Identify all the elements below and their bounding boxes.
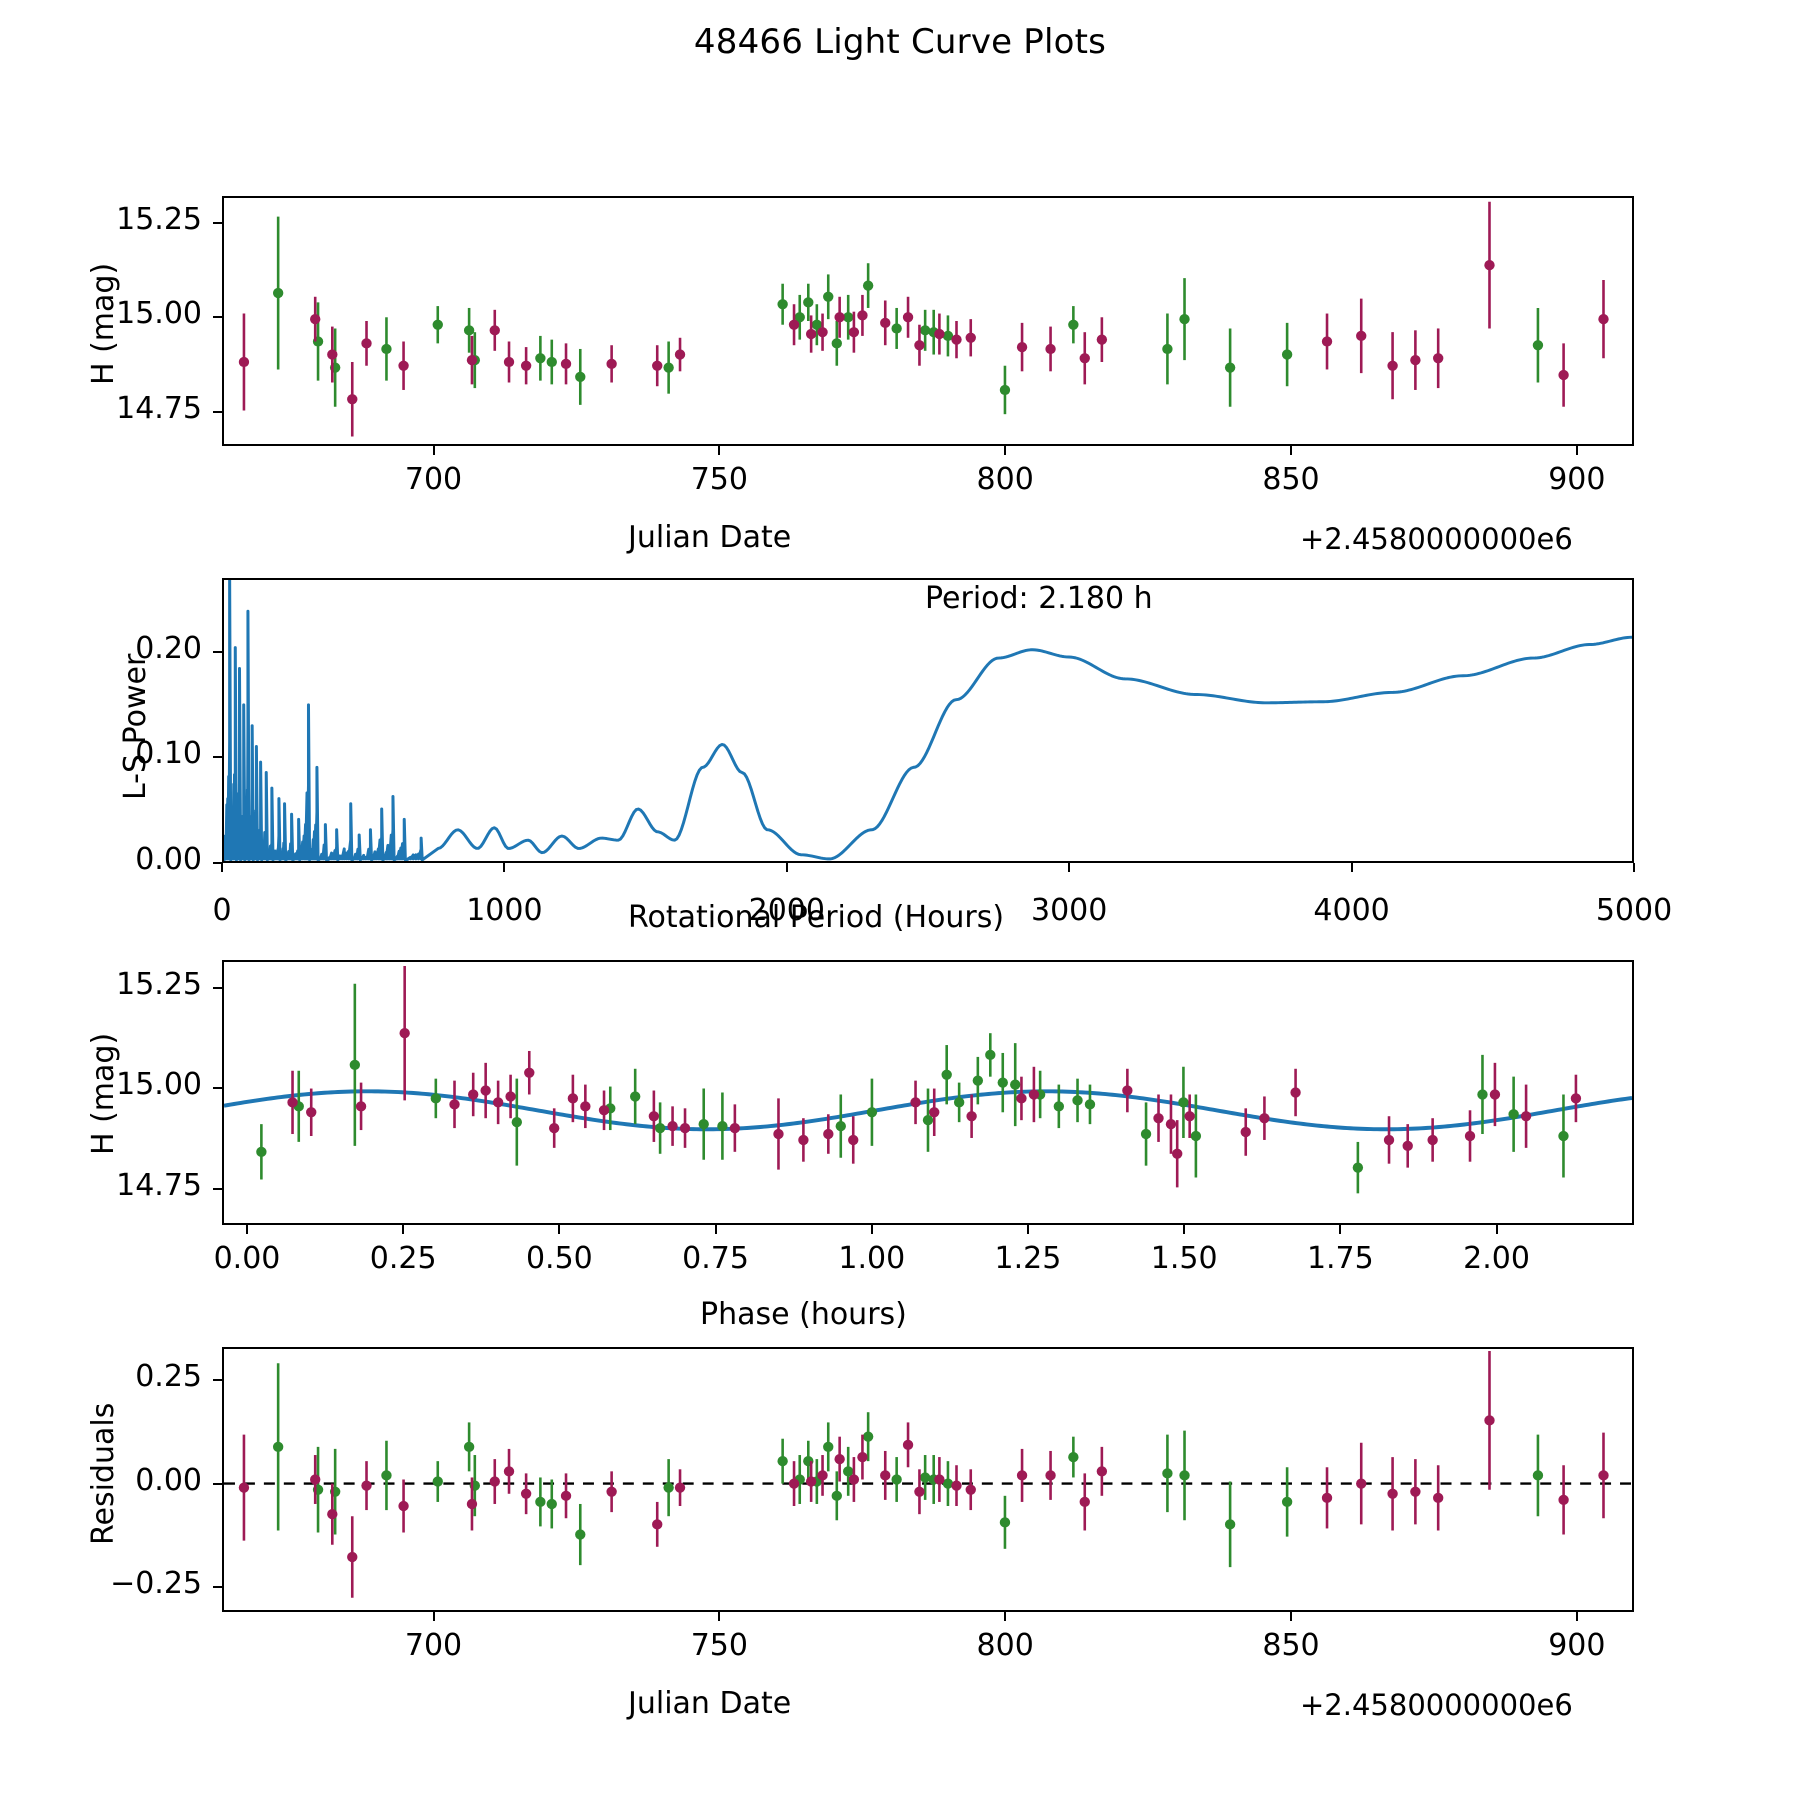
periodogram-ylabel: L-S Power [118, 653, 153, 800]
x-tick-mark [1004, 1612, 1007, 1621]
y-tick-label: 0.00 [135, 842, 202, 877]
y-tick-mark [213, 650, 222, 653]
lightcurve-plot-area [222, 196, 1634, 446]
x-tick-mark [1290, 446, 1292, 455]
x-tick-mark [432, 446, 435, 455]
x-tick-mark [503, 863, 506, 872]
y-tick-label: 15.00 [116, 296, 202, 332]
residuals-x-offset-text: +2.4580000000e6 [1300, 1688, 1573, 1722]
x-tick-mark [1495, 1225, 1498, 1234]
lightcurve-xlabel: Julian Date [628, 520, 792, 555]
x-tick-mark [1004, 446, 1007, 455]
x-tick-label: 2.00 [1463, 1241, 1530, 1276]
x-tick-mark [1068, 863, 1071, 872]
x-tick-mark [558, 1225, 561, 1234]
y-tick-label: 0.10 [135, 736, 202, 772]
x-tick-mark [1026, 1225, 1029, 1234]
x-tick-mark [402, 1225, 405, 1234]
period-annotation: Period: 2.180 h [925, 581, 1153, 616]
phased-data-layer [224, 965, 1632, 1194]
x-tick-mark [1350, 863, 1353, 872]
x-tick-label: 750 [690, 462, 748, 497]
x-tick-label: 800 [976, 1628, 1034, 1663]
x-tick-mark [870, 1225, 873, 1234]
x-tick-mark [221, 863, 223, 872]
x-tick-mark [1339, 1225, 1342, 1234]
x-tick-label: 1000 [466, 893, 543, 928]
periodogram-plot-area [222, 578, 1634, 863]
y-tick-label: 15.00 [116, 1067, 202, 1103]
x-tick-label: 5000 [1595, 893, 1673, 928]
y-tick-mark [213, 316, 222, 319]
y-tick-label: 15.25 [116, 967, 202, 1003]
residuals-data-layer [224, 1351, 1632, 1598]
y-tick-mark [213, 1187, 222, 1190]
x-tick-mark [1575, 1612, 1578, 1621]
y-tick-label: 0.25 [135, 1359, 202, 1395]
x-tick-label: 0.25 [369, 1241, 437, 1276]
x-tick-label: 1.75 [1306, 1241, 1374, 1276]
phased-plot-area [222, 960, 1634, 1225]
residuals-xlabel: Julian Date [628, 1686, 792, 1721]
x-tick-label: 800 [976, 462, 1034, 497]
y-tick-label: 15.25 [116, 201, 202, 237]
x-tick-label: 850 [1262, 462, 1320, 497]
y-tick-mark [213, 1482, 222, 1485]
x-tick-mark [714, 1225, 717, 1234]
y-tick-label: −0.25 [110, 1566, 202, 1602]
y-tick-label: 0.20 [135, 630, 202, 666]
lightcurve-x-offset-text: +2.4580000000e6 [1300, 522, 1573, 556]
x-tick-label: 700 [404, 1628, 463, 1663]
phased-xlabel: Phase (hours) [700, 1297, 907, 1332]
residuals-plot-area [222, 1347, 1634, 1612]
x-tick-label: 850 [1262, 1628, 1320, 1663]
figure-title: 48466 Light Curve Plots [693, 22, 1107, 62]
periodogram-data-layer [224, 580, 1632, 861]
x-tick-label: 1.25 [994, 1241, 1062, 1276]
y-tick-mark [213, 1586, 222, 1589]
y-tick-mark [213, 1087, 222, 1090]
y-tick-mark [213, 1379, 222, 1382]
x-tick-mark [1183, 1225, 1186, 1234]
y-tick-mark [213, 410, 222, 413]
y-tick-label: 0.00 [135, 1462, 202, 1498]
x-tick-label: 0.50 [525, 1241, 593, 1276]
x-tick-label: 1.50 [1150, 1241, 1218, 1276]
x-tick-label: 750 [690, 1628, 748, 1663]
x-tick-label: 0 [212, 893, 232, 928]
x-tick-label: 2000 [748, 893, 825, 928]
x-tick-label: 3000 [1031, 893, 1108, 928]
y-tick-mark [213, 756, 222, 759]
x-tick-label: 1.00 [838, 1241, 906, 1276]
x-tick-label: 900 [1548, 1628, 1606, 1663]
x-tick-mark [1290, 1612, 1292, 1621]
periodogram-xlabel: Rotational Period (Hours) [628, 900, 1005, 935]
x-tick-mark [785, 863, 788, 872]
y-tick-mark [213, 987, 222, 990]
x-tick-label: 4000 [1313, 893, 1390, 928]
y-tick-label: 14.75 [116, 390, 202, 426]
y-tick-mark [213, 221, 222, 224]
x-tick-label: 0.00 [213, 1241, 281, 1276]
y-tick-mark [213, 862, 222, 864]
x-tick-mark [245, 1225, 248, 1234]
x-tick-mark [1633, 863, 1635, 872]
x-tick-label: 900 [1548, 462, 1606, 497]
x-tick-label: 0.75 [682, 1241, 749, 1276]
x-tick-mark [718, 1612, 721, 1621]
x-tick-label: 700 [404, 462, 463, 497]
lightcurve-data-layer [238, 201, 1609, 437]
y-tick-label: 14.75 [116, 1167, 202, 1203]
x-tick-mark [718, 446, 721, 455]
x-tick-mark [432, 1612, 435, 1621]
x-tick-mark [1575, 446, 1578, 455]
